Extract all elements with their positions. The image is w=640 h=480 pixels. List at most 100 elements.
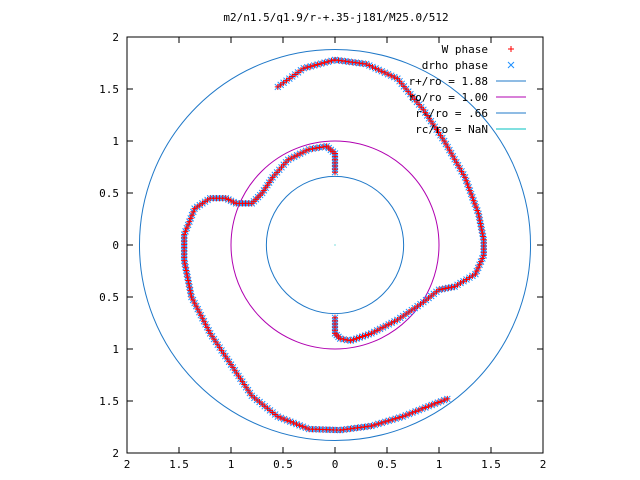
legend-label: r-/ro = .66 bbox=[415, 107, 488, 120]
w-point bbox=[409, 409, 416, 416]
chart-title: m2/n1.5/q1.9/r-+.35-j181/M25.0/512 bbox=[223, 11, 448, 24]
w-point bbox=[476, 261, 483, 268]
w-point bbox=[318, 60, 325, 67]
w-point bbox=[441, 397, 448, 404]
w-point bbox=[471, 200, 478, 207]
w-point bbox=[284, 417, 291, 424]
w-point bbox=[314, 61, 321, 68]
w-point bbox=[321, 59, 328, 66]
w-point bbox=[456, 165, 463, 172]
legend-label: W phase bbox=[442, 43, 488, 56]
w-point bbox=[476, 217, 483, 224]
w-point bbox=[196, 309, 203, 316]
w-point bbox=[340, 336, 347, 343]
w-point bbox=[191, 300, 198, 307]
w-point bbox=[294, 152, 301, 159]
w-point bbox=[477, 258, 484, 265]
w-point bbox=[187, 215, 194, 222]
w-point bbox=[366, 62, 373, 69]
w-point bbox=[465, 184, 472, 191]
w-point bbox=[406, 411, 413, 417]
w-point bbox=[182, 228, 189, 235]
w-point bbox=[362, 332, 369, 339]
w-point bbox=[448, 150, 455, 157]
w-point bbox=[368, 330, 375, 337]
w-point bbox=[428, 401, 435, 408]
w-point bbox=[184, 274, 191, 281]
w-point bbox=[444, 395, 451, 402]
w-point bbox=[392, 415, 399, 422]
axis-ticks: 2 1.5 1 0.5 0 0.5 1 1.5 221.510.500.511.52 bbox=[99, 31, 546, 471]
y-tick-label: 2 bbox=[112, 31, 119, 44]
w-point bbox=[307, 63, 314, 70]
w-point bbox=[388, 72, 395, 79]
x-tick-label: 2 bbox=[124, 458, 131, 471]
w-point bbox=[183, 270, 190, 277]
w-point bbox=[451, 283, 458, 290]
w-point bbox=[228, 197, 234, 204]
x-tick-label: 1.5 bbox=[481, 458, 501, 471]
legend-label: drho phase bbox=[422, 59, 488, 72]
x-tick-label: 2 bbox=[540, 458, 547, 471]
w-point bbox=[476, 214, 483, 221]
w-point bbox=[451, 156, 458, 163]
w-point bbox=[183, 267, 190, 274]
x-tick-label: 0.5 bbox=[377, 458, 397, 471]
w-point bbox=[194, 306, 201, 313]
w-point bbox=[431, 400, 438, 407]
w-point bbox=[422, 404, 429, 411]
w-point bbox=[378, 419, 385, 426]
w-point bbox=[371, 421, 378, 428]
w-point bbox=[439, 286, 446, 293]
w-point bbox=[288, 155, 295, 162]
w-point bbox=[464, 181, 471, 188]
w-point bbox=[287, 418, 294, 425]
legend-label: r+/ro = 1.88 bbox=[409, 75, 488, 88]
w-point bbox=[468, 190, 475, 197]
y-tick-label: 1 bbox=[112, 135, 119, 148]
w-point bbox=[230, 199, 237, 206]
radius-circle bbox=[138, 48, 532, 442]
y-tick-label: 1.5 bbox=[99, 395, 119, 408]
w-point bbox=[382, 418, 389, 425]
w-point bbox=[372, 65, 379, 72]
w-point bbox=[197, 312, 204, 319]
w-point bbox=[425, 403, 432, 410]
w-point bbox=[181, 260, 188, 267]
legend: W phase drho phase r+/ro = 1.88 ro/ro = 1.0… bbox=[409, 43, 526, 136]
w-point bbox=[300, 149, 307, 156]
legend-marker-plus bbox=[508, 46, 514, 52]
y-tick-label: 0 bbox=[112, 239, 119, 252]
w-point bbox=[412, 408, 419, 415]
w-point bbox=[438, 398, 445, 405]
w-point bbox=[449, 153, 456, 160]
w-point bbox=[320, 143, 327, 150]
w-point bbox=[290, 419, 297, 426]
w-point bbox=[375, 420, 382, 427]
w-point bbox=[299, 423, 306, 430]
w-point bbox=[462, 174, 468, 181]
x-tick-label: 0 bbox=[332, 458, 339, 471]
w-point bbox=[281, 416, 288, 423]
w-point bbox=[293, 421, 300, 428]
w-point bbox=[478, 223, 485, 230]
w-point bbox=[187, 287, 194, 294]
w-point bbox=[453, 159, 460, 166]
w-point bbox=[458, 168, 465, 175]
w-point bbox=[475, 264, 482, 271]
w-point bbox=[460, 171, 467, 178]
w-point bbox=[478, 227, 485, 234]
x-tick-label: 1 bbox=[436, 458, 443, 471]
w-point bbox=[186, 284, 193, 291]
w-point bbox=[396, 414, 403, 421]
w-point bbox=[274, 413, 281, 420]
y-tick-label: 0.5 bbox=[99, 187, 119, 200]
w-point bbox=[363, 61, 370, 68]
radius-circle bbox=[265, 175, 405, 315]
w-point bbox=[296, 422, 303, 429]
x-tick-label: 1 bbox=[228, 458, 235, 471]
w-point bbox=[185, 221, 192, 228]
w-point bbox=[316, 144, 323, 151]
w-point bbox=[399, 413, 406, 420]
w-point bbox=[448, 284, 455, 291]
